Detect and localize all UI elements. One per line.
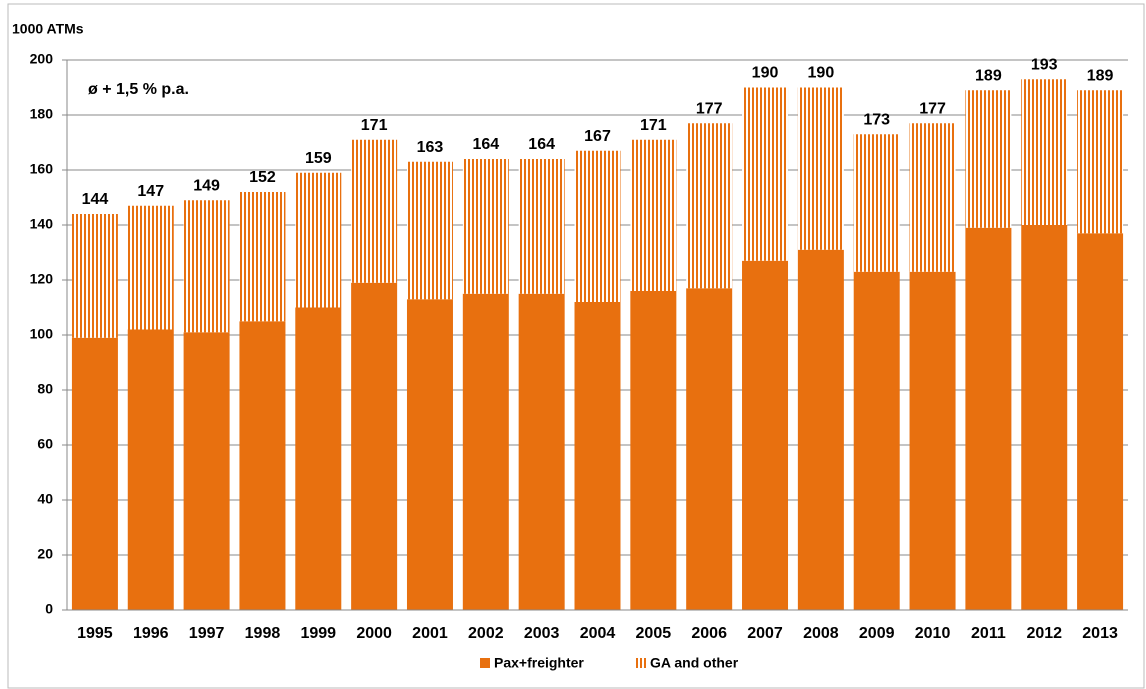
total-label: 163 [417, 139, 444, 156]
bar-segment [1021, 225, 1068, 610]
bar-segment [71, 337, 118, 610]
y-tick-label: 20 [37, 546, 53, 562]
bar-segment [965, 90, 1012, 228]
x-tick-label: 2011 [971, 625, 1006, 642]
bar-segment [127, 205, 174, 330]
x-tick-label: 2003 [524, 625, 560, 642]
legend-label: GA and other [650, 655, 739, 671]
x-tick-label: 2008 [803, 625, 839, 642]
bar-segment [351, 139, 398, 283]
y-tick-label: 200 [30, 51, 54, 67]
total-label: 190 [752, 65, 779, 82]
y-tick-label: 160 [30, 161, 54, 177]
x-tick-label: 2010 [915, 625, 951, 642]
bar-segment [1021, 79, 1068, 225]
y-tick-label: 60 [37, 436, 53, 452]
bar-segment [1077, 233, 1124, 610]
annotation: ø + 1,5 % p.a. [88, 81, 189, 98]
legend-label: Pax+freighter [494, 655, 584, 671]
bar-segment [518, 159, 565, 294]
bar-segment [965, 227, 1012, 610]
bar-segment [295, 172, 342, 308]
bar-segment [127, 329, 174, 610]
y-axis-label: 1000 ATMs [12, 21, 84, 37]
bar-segment [406, 299, 453, 610]
bar-segment [239, 321, 286, 610]
y-tick-label: 120 [30, 271, 54, 287]
y-tick-label: 80 [37, 381, 53, 397]
bar-segment [742, 260, 789, 610]
total-label: 193 [1031, 56, 1058, 73]
bar-segment [797, 87, 844, 250]
total-label: 147 [137, 183, 164, 200]
bar-segment [630, 139, 677, 291]
bar-segment [686, 288, 733, 610]
bar-segment [183, 200, 230, 333]
bar-segment [239, 192, 286, 322]
bar-segment [909, 271, 956, 610]
bar-segment [686, 123, 733, 289]
total-label: 190 [808, 65, 835, 82]
total-label: 177 [919, 100, 946, 117]
y-tick-label: 140 [30, 216, 54, 232]
total-label: 173 [863, 111, 890, 128]
bar-segment [909, 123, 956, 272]
total-label: 171 [361, 117, 388, 134]
total-label: 159 [305, 150, 332, 167]
x-tick-label: 2007 [747, 625, 783, 642]
bar-segment [295, 307, 342, 610]
x-tick-label: 1999 [300, 625, 336, 642]
bar-segment [853, 134, 900, 272]
total-label: 149 [193, 177, 220, 194]
x-tick-label: 2012 [1026, 625, 1062, 642]
bar-segment [351, 282, 398, 610]
y-tick-label: 40 [37, 491, 53, 507]
bar-segment [71, 214, 118, 338]
total-label: 152 [249, 169, 276, 186]
bar-segment [462, 159, 509, 294]
x-tick-label: 2013 [1082, 625, 1118, 642]
x-tick-label: 2001 [412, 625, 448, 642]
bar-segment [797, 249, 844, 610]
bar-segment [853, 271, 900, 610]
x-tick-label: 1995 [77, 625, 113, 642]
y-tick-label: 100 [30, 326, 54, 342]
x-tick-label: 2005 [636, 625, 672, 642]
bar-segment [574, 150, 621, 302]
x-tick-label: 2002 [468, 625, 504, 642]
total-label: 177 [696, 100, 723, 117]
bar-segment [1077, 90, 1124, 234]
x-tick-label: 2004 [580, 625, 616, 642]
chart-border [7, 3, 1145, 689]
total-label: 164 [472, 136, 499, 153]
total-label: 189 [975, 67, 1002, 84]
legend-swatch [480, 658, 490, 668]
total-label: 164 [528, 136, 555, 153]
bar-segment [630, 291, 677, 610]
total-label: 144 [82, 191, 109, 208]
total-label: 171 [640, 117, 667, 134]
x-tick-label: 2000 [356, 625, 392, 642]
bar-segment [183, 332, 230, 610]
bar-segment [574, 302, 621, 610]
x-tick-label: 2006 [691, 625, 727, 642]
bar-segment [518, 293, 565, 610]
x-tick-label: 1996 [133, 625, 169, 642]
legend-swatch [636, 658, 646, 668]
y-tick-label: 0 [45, 601, 53, 617]
x-tick-label: 1997 [189, 625, 225, 642]
bar-segment [462, 293, 509, 610]
y-tick-label: 180 [30, 106, 54, 122]
total-label: 167 [584, 128, 611, 145]
bar-segment [742, 87, 789, 261]
x-tick-label: 1998 [245, 625, 281, 642]
bar-segment [406, 161, 453, 300]
x-tick-label: 2009 [859, 625, 895, 642]
total-label: 189 [1087, 67, 1114, 84]
